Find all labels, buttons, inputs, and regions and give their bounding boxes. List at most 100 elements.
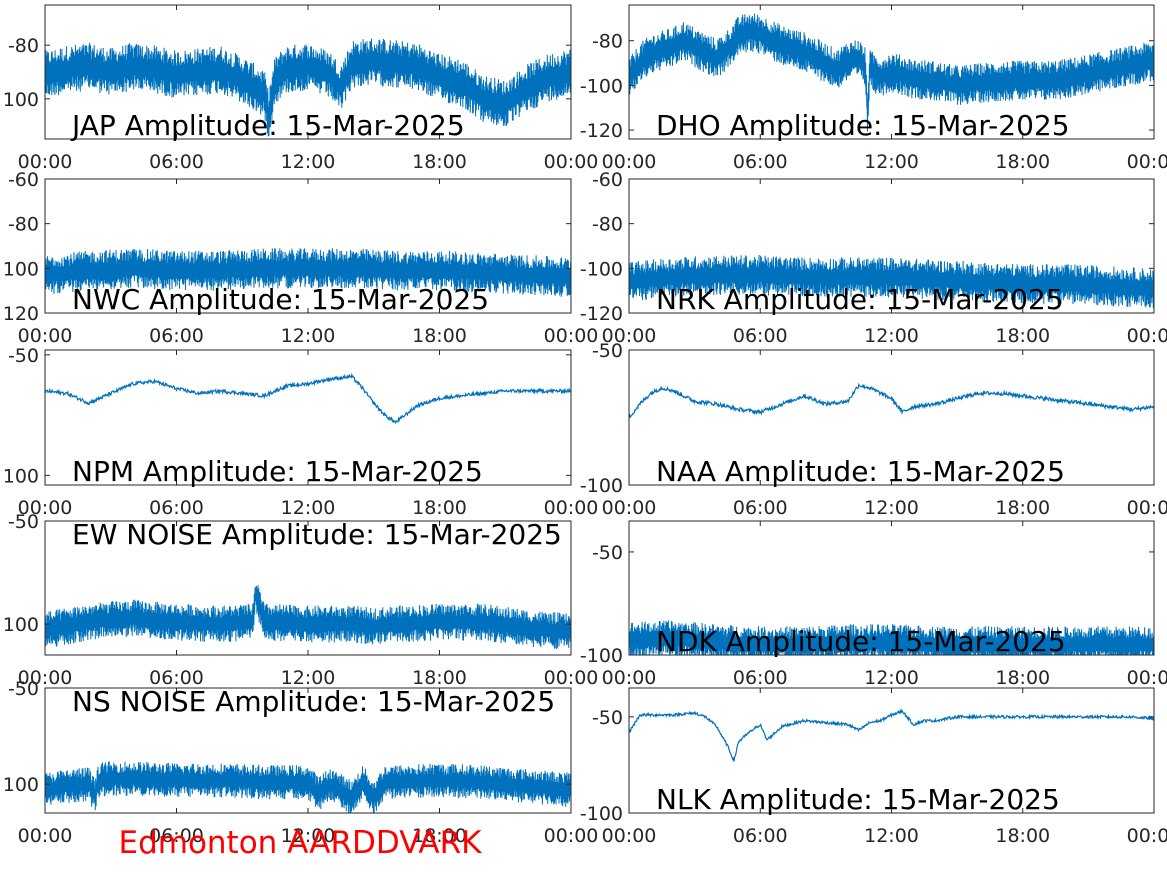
series-line [629,13,1154,132]
series-line [629,382,1154,419]
y-tick-label: 100 [3,465,39,487]
y-tick-label: -100 [580,75,623,97]
y-tick-label: -100 [580,258,623,280]
panel-title: NRK Amplitude: 15-Mar-2025 [656,283,1064,316]
y-tick-label: -80 [8,214,39,236]
y-tick-label: -80 [592,31,623,53]
x-tick-label: 00:00 [1127,667,1167,689]
x-tick-label: 00:00 [544,325,599,347]
x-tick-label: 18:00 [995,151,1050,173]
x-tick-label: 00:00 [1127,825,1167,847]
y-tick-label: -60 [592,169,623,191]
y-tick-label: -80 [592,214,623,236]
y-tick-label: 100 [3,774,39,796]
chart-panel: 00:00 06:00 12:00 18:00 00:00 -60 -80 100 120 NWC… [3,169,599,347]
panel-title: NWC Amplitude: 15-Mar-2025 [72,283,489,316]
x-tick-label: 00:00 [1127,151,1167,173]
x-tick-label: 18:00 [995,325,1050,347]
x-tick-label: 12:00 [864,667,919,689]
x-tick-label: 00:00 [602,325,657,347]
panel-title: JAP Amplitude: 15-Mar-2025 [70,109,465,142]
y-tick-label: -50 [8,678,39,700]
chart-panels: 00:00 06:00 12:00 18:00 00:00 -80 100 JAP Ampli… [3,4,1167,847]
x-tick-label: 00:00 [1127,325,1167,347]
x-tick-label: 12:00 [281,151,336,173]
y-tick-label: -100 [580,645,623,667]
y-tick-label: -50 [592,542,623,564]
x-tick-label: 00:00 [18,667,73,689]
x-tick-label: 06:00 [149,151,204,173]
y-tick-label: -60 [8,169,39,191]
series-line [45,372,571,425]
x-tick-label: 18:00 [995,667,1050,689]
x-tick-label: 06:00 [733,497,788,519]
x-tick-label: 18:00 [412,325,467,347]
y-tick-label: -80 [8,35,39,57]
x-tick-label: 00:00 [602,151,657,173]
x-tick-label: 18:00 [995,825,1050,847]
series-line [45,248,571,297]
series-line [629,708,1154,762]
y-tick-label: -50 [8,511,39,533]
figure-footer-title: Edmonton AARDDVARK [118,825,482,861]
panel-title: NPM Amplitude: 15-Mar-2025 [72,455,483,488]
y-tick-label: 100 [3,89,39,111]
y-tick-label: -120 [580,303,623,325]
x-tick-label: 00:00 [18,497,73,519]
x-tick-label: 00:00 [602,667,657,689]
x-tick-label: 06:00 [733,151,788,173]
y-tick-label: -100 [580,803,623,825]
chart-panel: 00:00 06:00 12:00 18:00 00:00 -50 -100 NDK Ampl… [580,520,1167,689]
x-tick-label: 00:00 [544,151,599,173]
x-tick-label: 00:00 [602,825,657,847]
chart-panel: 00:00 06:00 12:00 18:00 00:00 -50 -100 NLK Ampl… [580,687,1167,847]
series-line [45,38,571,137]
x-tick-label: 06:00 [149,667,204,689]
y-tick-label: -50 [592,707,623,729]
panel-title: NLK Amplitude: 15-Mar-2025 [656,783,1060,816]
x-tick-label: 00:00 [544,667,599,689]
x-tick-label: 06:00 [733,825,788,847]
x-tick-label: 18:00 [412,151,467,173]
chart-panel: 00:00 06:00 12:00 18:00 00:00 -60 -80 -100 -120 N… [580,169,1167,347]
y-tick-label: 100 [3,614,39,636]
x-tick-label: 12:00 [281,325,336,347]
y-tick-label: -50 [8,345,39,367]
x-tick-label: 00:00 [18,151,73,173]
chart-panel: 00:00 06:00 12:00 18:00 00:00 -80 -100 -120 DHO … [580,4,1167,173]
x-tick-label: 06:00 [149,825,204,847]
panel-title: NAA Amplitude: 15-Mar-2025 [656,455,1065,488]
chart-panel: 00:00 06:00 12:00 18:00 00:00 -50 100 EW NOISE … [3,511,599,689]
x-tick-label: 18:00 [412,667,467,689]
x-tick-label: 00:00 [1127,497,1167,519]
x-tick-label: 00:00 [18,325,73,347]
y-tick-label: 100 [3,258,39,280]
x-tick-label: 12:00 [281,497,336,519]
panel-title: NDK Amplitude: 15-Mar-2025 [656,625,1066,658]
x-tick-label: 12:00 [864,497,919,519]
x-tick-label: 06:00 [149,497,204,519]
x-tick-label: 06:00 [733,325,788,347]
x-tick-label: 00:00 [544,825,599,847]
x-tick-label: 12:00 [864,825,919,847]
series-line [45,761,571,813]
panel-title: DHO Amplitude: 15-Mar-2025 [656,109,1070,142]
panel-title: NS NOISE Amplitude: 15-Mar-2025 [72,685,555,718]
chart-panel: 00:00 06:00 12:00 18:00 00:00 -50 -100 NAA Ampl… [580,340,1167,519]
chart-panel: 00:00 06:00 12:00 18:00 00:00 -50 100 NS NOISE … [3,678,599,847]
y-tick-label: -100 [580,475,623,497]
panel-title: EW NOISE Amplitude: 15-Mar-2025 [72,518,562,551]
x-tick-label: 12:00 [864,151,919,173]
x-tick-label: 18:00 [995,497,1050,519]
x-tick-label: 00:00 [602,497,657,519]
series-line [629,254,1154,309]
x-tick-label: 18:00 [412,497,467,519]
x-tick-label: 12:00 [281,825,336,847]
y-tick-label: -50 [592,340,623,362]
x-tick-label: 00:00 [18,825,73,847]
chart-panel: 00:00 06:00 12:00 18:00 00:00 -50 100 NPM Ampli… [3,345,599,519]
x-tick-label: 12:00 [864,325,919,347]
y-tick-label: -120 [580,120,623,142]
series-line [45,585,571,650]
